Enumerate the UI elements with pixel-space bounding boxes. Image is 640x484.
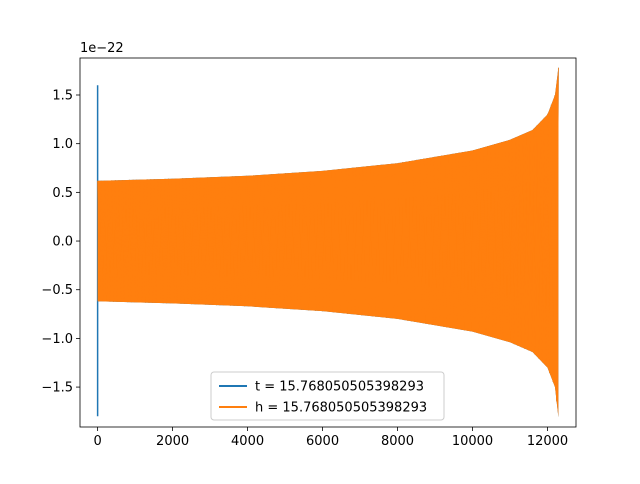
x-axis: 0 2000 4000 6000 8000 10000 12000	[93, 427, 568, 449]
y-tick-label: 1.0	[52, 137, 73, 152]
plot-area	[79, 57, 577, 428]
y-axis: −1.5 −1.0 −0.5 0.0 0.5 1.0 1.5	[41, 88, 80, 396]
legend-box	[210, 371, 445, 421]
axes-frame	[79, 57, 577, 428]
series-h	[97, 67, 559, 418]
x-tick-label: 8000	[381, 434, 414, 449]
x-tick-label: 0	[93, 434, 101, 449]
y-tick-label: −1.0	[41, 332, 73, 347]
x-tick-label: 4000	[231, 434, 264, 449]
y-tick-label: −0.5	[41, 283, 73, 298]
series-oscillation	[97, 67, 559, 402]
y-axis-offset-label: 1e−22	[80, 41, 124, 56]
legend-label-t: t = 15.768050505398293	[255, 380, 424, 395]
y-tick-label: 0.5	[52, 186, 73, 201]
x-tick-label: 2000	[156, 434, 189, 449]
y-tick-label: 1.5	[52, 88, 73, 103]
x-tick-label: 6000	[306, 434, 339, 449]
y-tick-label: −1.5	[41, 381, 73, 396]
y-tick-label: 0.0	[52, 235, 73, 250]
legend-label-h: h = 15.768050505398293	[255, 401, 427, 416]
legend: t = 15.768050505398293 h = 15.7680505053…	[210, 371, 445, 421]
x-tick-label: 10000	[452, 434, 493, 449]
x-tick-label: 12000	[527, 434, 568, 449]
series-envelope	[97, 67, 559, 418]
